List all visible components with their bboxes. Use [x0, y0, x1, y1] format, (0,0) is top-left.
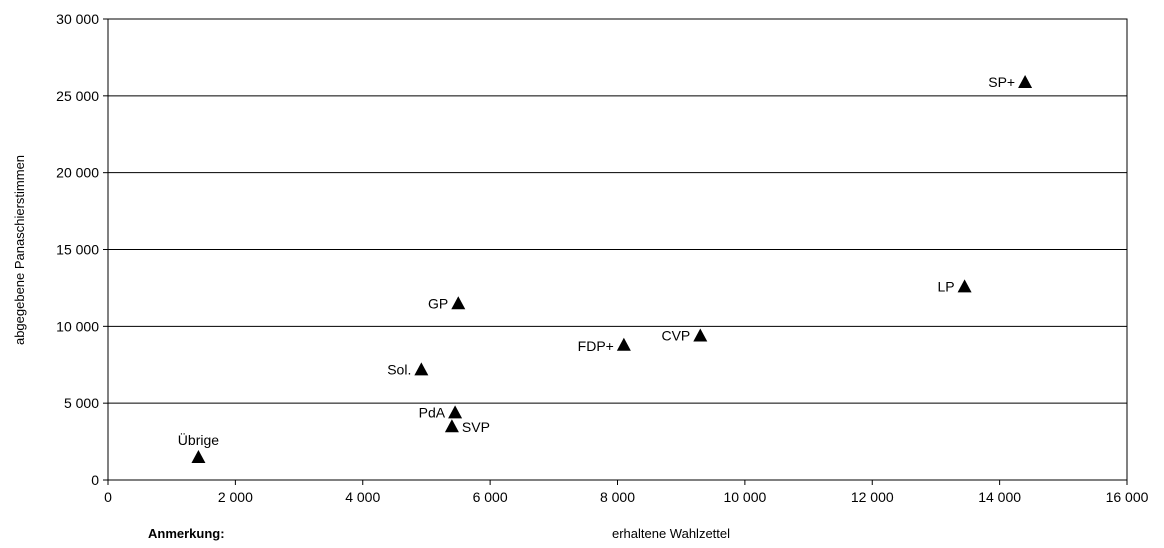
x-tick-label: 12 000 [851, 489, 894, 505]
triangle-marker [414, 362, 429, 376]
x-tick-label: 0 [104, 489, 112, 505]
x-tick-label: 8 000 [600, 489, 635, 505]
point-label: Sol. [387, 361, 411, 377]
triangle-marker [448, 405, 463, 419]
y-tick-label: 0 [91, 472, 99, 488]
x-tick-label: 14 000 [978, 489, 1021, 505]
point-label: GP [428, 295, 448, 311]
x-axis-label: erhaltene Wahlzettel [612, 526, 730, 541]
point-label: SP+ [988, 74, 1015, 90]
x-tick-label: 10 000 [723, 489, 766, 505]
x-tick-label: 2 000 [218, 489, 253, 505]
triangle-marker [444, 419, 459, 433]
x-tick-label: 6 000 [473, 489, 508, 505]
triangle-marker [451, 296, 466, 310]
note-label: Anmerkung: [148, 526, 225, 541]
x-tick-label: 4 000 [345, 489, 380, 505]
point-label: LP [937, 278, 954, 294]
y-axis-ticks: 0 5 000 10 000 15 000 20 000 25 000 30 000 [56, 11, 108, 488]
point-label: PdA [419, 404, 446, 420]
triangle-marker [693, 328, 708, 342]
point-label: CVP [661, 328, 690, 344]
gridlines [108, 95, 1127, 404]
x-axis-ticks: 0 2 000 4 000 6 000 8 000 10 000 12 000 14 000 1… [104, 480, 1149, 505]
data-points: SP+ LP GP CVP FDP+ Sol. PdA SVP Übrige [178, 74, 1033, 463]
y-tick-label: 10 000 [56, 318, 99, 334]
triangle-marker [957, 279, 972, 293]
point-label: SVP [462, 419, 490, 435]
triangle-marker [616, 337, 631, 351]
y-tick-label: 25 000 [56, 88, 99, 104]
triangle-marker [1018, 75, 1033, 89]
x-tick-label: 16 000 [1106, 489, 1149, 505]
y-axis-label: abgegebene Panaschierstimmen [12, 155, 27, 345]
point-label: Übrige [178, 431, 219, 448]
point-label: FDP+ [578, 338, 614, 354]
y-tick-label: 30 000 [56, 11, 99, 27]
y-tick-label: 20 000 [56, 165, 99, 181]
y-tick-label: 5 000 [64, 395, 99, 411]
triangle-marker [191, 449, 206, 463]
y-tick-label: 15 000 [56, 242, 99, 258]
